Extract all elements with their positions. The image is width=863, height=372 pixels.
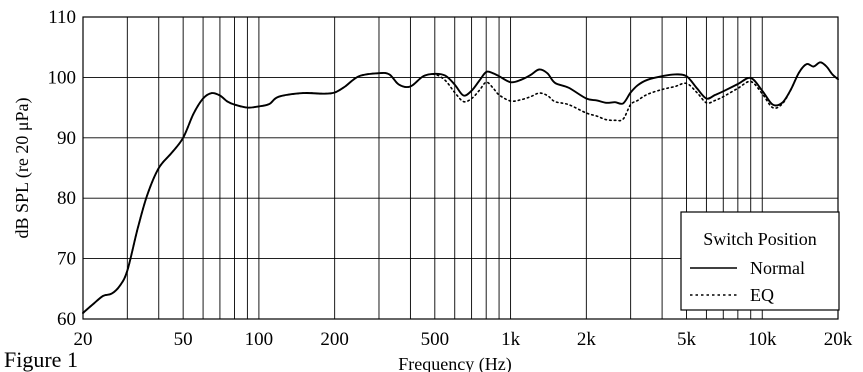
y-tick-label: 60 bbox=[57, 309, 76, 330]
legend-box bbox=[680, 211, 840, 311]
x-tick-label: 100 bbox=[245, 329, 274, 350]
x-tick-label: 200 bbox=[320, 329, 349, 350]
x-tick-label: 20k bbox=[824, 329, 853, 350]
y-tick-label: 100 bbox=[48, 67, 77, 88]
x-tick-label: 10k bbox=[748, 329, 777, 350]
x-axis-label: Frequency (Hz) bbox=[398, 354, 511, 372]
plot-frame bbox=[82, 16, 839, 320]
x-tick-label: 500 bbox=[421, 329, 450, 350]
y-tick-label: 90 bbox=[57, 128, 76, 149]
legend: Switch Position Normal EQ bbox=[680, 211, 840, 311]
y-tick-label: 110 bbox=[48, 7, 76, 28]
figure-caption: Figure 1 bbox=[4, 347, 78, 372]
series-lines bbox=[82, 61, 839, 314]
x-tick-label: 5k bbox=[677, 329, 697, 350]
tick-labels: 20 50 100 200 500 1k 2k 5k 10k 20k 60 70 80 90 100 110 bbox=[48, 7, 853, 350]
legend-label-normal: Normal bbox=[750, 258, 805, 278]
legend-title: Switch Position bbox=[703, 229, 817, 249]
series-line-normal bbox=[82, 61, 839, 314]
x-tick-label: 20 bbox=[74, 329, 93, 350]
x-tick-label: 50 bbox=[174, 329, 193, 350]
y-tick-label: 80 bbox=[57, 188, 76, 209]
y-axis-label: dB SPL (re 20 μPa) bbox=[12, 98, 33, 239]
legend-label-eq: EQ bbox=[750, 285, 774, 305]
x-tick-label: 2k bbox=[577, 329, 597, 350]
x-tick-label: 1k bbox=[501, 329, 521, 350]
y-tick-label: 70 bbox=[57, 249, 76, 270]
